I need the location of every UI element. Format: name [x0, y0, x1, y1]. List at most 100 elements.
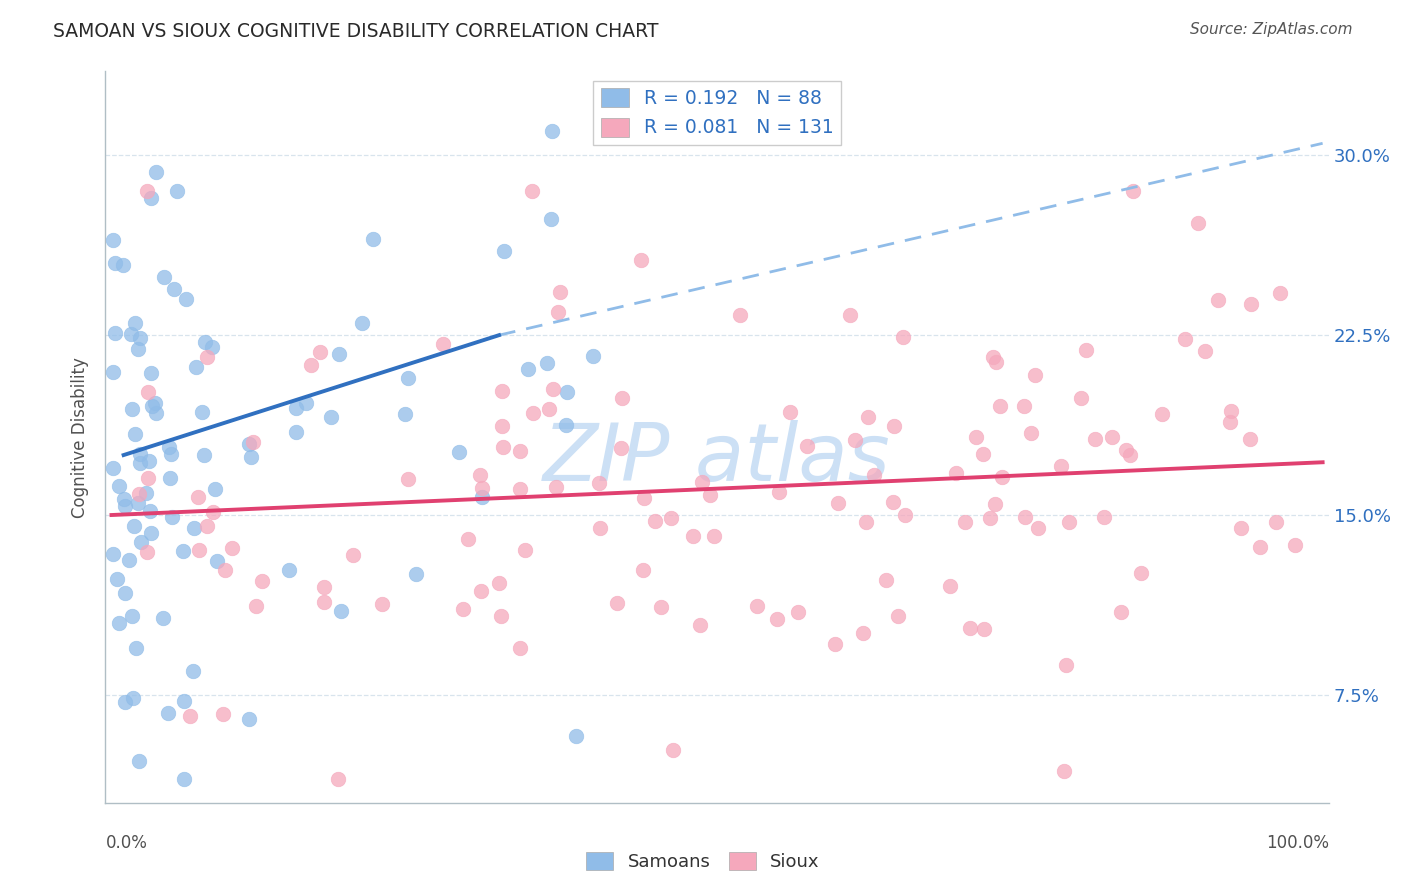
Point [630, 252, 652, 267]
Point [1070, 391, 1092, 405]
Point [152, 270, 174, 285]
Point [1187, 216, 1209, 230]
Point [471, 481, 494, 495]
Point [245, 599, 267, 613]
Point [768, 485, 790, 500]
Point [779, 405, 801, 419]
Point [984, 355, 1007, 369]
Point [1122, 184, 1144, 198]
Point [492, 440, 515, 454]
Point [214, 563, 236, 577]
Y-axis label: Cognitive Disability: Cognitive Disability [72, 357, 90, 517]
Point [1053, 764, 1076, 779]
Point [160, 509, 183, 524]
Point [1284, 538, 1306, 552]
Point [509, 482, 531, 496]
Point [491, 609, 513, 624]
Point [143, 396, 166, 410]
Point [548, 285, 571, 299]
Point [690, 475, 713, 490]
Point [588, 475, 610, 490]
Point [124, 427, 146, 442]
Point [139, 366, 162, 380]
Point [101, 461, 124, 475]
Legend: Samoans, Sioux: Samoans, Sioux [579, 845, 827, 879]
Point [972, 447, 994, 461]
Point [139, 504, 162, 518]
Text: ZIP atlas: ZIP atlas [543, 420, 891, 498]
Point [127, 495, 149, 509]
Point [1054, 657, 1077, 672]
Point [135, 184, 157, 198]
Point [1240, 297, 1263, 311]
Point [852, 626, 875, 640]
Point [1219, 415, 1241, 429]
Point [326, 772, 349, 786]
Point [513, 542, 536, 557]
Text: SAMOAN VS SIOUX COGNITIVE DISABILITY CORRELATION CHART: SAMOAN VS SIOUX COGNITIVE DISABILITY COR… [53, 22, 659, 41]
Point [457, 533, 479, 547]
Point [299, 359, 322, 373]
Point [141, 399, 163, 413]
Point [124, 519, 146, 533]
Text: Source: ZipAtlas.com: Source: ZipAtlas.com [1189, 22, 1353, 37]
Point [827, 496, 849, 510]
Point [145, 164, 167, 178]
Point [1057, 516, 1080, 530]
Point [112, 258, 135, 272]
Point [238, 712, 260, 726]
Point [939, 579, 962, 593]
Point [114, 491, 136, 506]
Point [278, 563, 301, 577]
Point [979, 510, 1001, 524]
Point [522, 406, 544, 420]
Point [449, 445, 471, 459]
Point [172, 543, 194, 558]
Point [181, 665, 204, 679]
Point [201, 340, 224, 354]
Point [204, 482, 226, 496]
Point [555, 418, 578, 433]
Point [101, 365, 124, 379]
Point [606, 596, 628, 610]
Point [983, 350, 1005, 364]
Point [135, 545, 157, 559]
Point [955, 515, 977, 529]
Point [689, 617, 711, 632]
Point [207, 554, 229, 568]
Point [609, 441, 631, 455]
Point [135, 486, 157, 500]
Point [238, 436, 260, 450]
Point [145, 406, 167, 420]
Point [104, 256, 127, 270]
Point [882, 495, 904, 509]
Point [875, 573, 897, 587]
Point [509, 640, 531, 655]
Point [183, 521, 205, 535]
Point [644, 514, 666, 528]
Point [1239, 432, 1261, 446]
Point [537, 401, 560, 416]
Point [965, 429, 987, 443]
Point [361, 232, 384, 246]
Point [120, 326, 142, 341]
Point [405, 567, 427, 582]
Point [471, 490, 494, 504]
Point [201, 505, 224, 519]
Point [988, 399, 1011, 413]
Point [855, 515, 877, 529]
Point [1194, 343, 1216, 358]
Point [128, 754, 150, 768]
Point [117, 553, 139, 567]
Point [492, 244, 515, 258]
Point [166, 184, 188, 198]
Point [856, 410, 879, 425]
Point [745, 599, 768, 614]
Point [796, 439, 818, 453]
Point [1208, 293, 1230, 308]
Point [432, 336, 454, 351]
Point [699, 487, 721, 501]
Point [633, 563, 655, 577]
Point [128, 456, 150, 470]
Point [103, 326, 125, 340]
